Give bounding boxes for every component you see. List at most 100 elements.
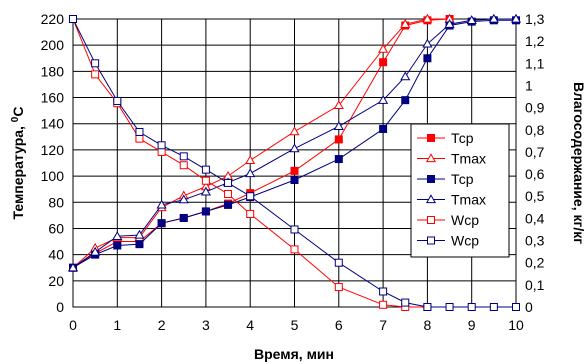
- data-point: [224, 178, 233, 187]
- series-line: [72, 18, 450, 269]
- data-point: [489, 303, 498, 311]
- data-point: [512, 303, 520, 311]
- data-point: [510, 13, 522, 23]
- data-point: [224, 190, 233, 199]
- series-line: [72, 18, 428, 308]
- x-tick-label: 3: [202, 317, 210, 333]
- series-line: [72, 18, 516, 269]
- legend-marker: [427, 216, 435, 224]
- y-left-tick-label: 180: [41, 63, 65, 79]
- x-tick-label: 0: [69, 317, 77, 333]
- y-right-tick-label: 0,5: [525, 188, 545, 204]
- data-point: [290, 245, 299, 254]
- x-tick-label: 5: [291, 317, 299, 333]
- data-point: [378, 43, 389, 53]
- x-tick-label: 6: [335, 317, 343, 333]
- data-point: [401, 96, 410, 105]
- data-point: [289, 126, 300, 136]
- data-point: [379, 58, 388, 67]
- legend-marker: [425, 153, 437, 163]
- data-point: [290, 225, 299, 234]
- data-point: [246, 209, 255, 218]
- legend: Тср Тmax Тср Тmax Wср Wср: [410, 123, 510, 258]
- legend-label: Тср: [451, 130, 474, 146]
- data-point: [157, 141, 166, 150]
- y-left-tick-label: 140: [41, 116, 65, 132]
- data-point: [179, 161, 188, 170]
- y-right-tick-label: 0,8: [525, 122, 545, 138]
- data-point: [334, 155, 343, 164]
- axes: [72, 18, 517, 308]
- tick-labels: 0 1 2 3 4 5 6 7 8 9 100204060801001201401601802002…: [41, 11, 545, 333]
- y-left-axis-title: Температура, 0С: [10, 106, 27, 219]
- data-point: [400, 19, 411, 28]
- data-point: [91, 70, 100, 79]
- data-point: [444, 19, 455, 28]
- data-point: [135, 134, 144, 143]
- data-point: [333, 121, 344, 130]
- y-left-tick-label: 160: [41, 90, 65, 106]
- data-point: [400, 71, 411, 81]
- data-point: [200, 186, 211, 196]
- legend-item: Wср: [417, 233, 479, 249]
- data-point: [379, 124, 388, 133]
- data-point: [334, 135, 343, 144]
- y-left-tick-label: 220: [41, 11, 65, 27]
- data-point: [178, 194, 189, 204]
- degree-superscript: 0: [10, 116, 21, 122]
- data-point: [246, 192, 255, 201]
- plot-frame: [72, 18, 517, 308]
- y-right-tick-label: 0,4: [525, 210, 545, 226]
- y-left-tick-label: 40: [48, 247, 64, 263]
- data-point: [379, 287, 388, 296]
- data-point: [422, 13, 433, 23]
- y-right-tick-label: 1,2: [525, 33, 545, 49]
- data-point: [422, 38, 433, 48]
- data-point: [334, 258, 343, 267]
- data-point: [134, 229, 145, 239]
- x-tick-label: 1: [113, 317, 121, 333]
- legend-item: Тср: [417, 130, 474, 146]
- data-point: [290, 166, 299, 175]
- x-tick-label: 10: [508, 317, 524, 333]
- y-left-tick-label: 0: [56, 299, 64, 315]
- series-group: [67, 13, 522, 311]
- data-point: [378, 94, 389, 104]
- y-left-axis-title-text: Температура,: [10, 122, 26, 219]
- degree-unit: С: [10, 106, 26, 116]
- data-point: [179, 152, 188, 161]
- legend-item: Wср: [417, 212, 479, 228]
- data-point: [69, 15, 77, 23]
- data-point: [423, 303, 432, 311]
- series-1: [69, 15, 454, 272]
- y-right-tick-label: 1,3: [525, 11, 545, 27]
- y-left-tick-label: 100: [41, 168, 65, 184]
- data-point: [224, 200, 233, 209]
- legend-item: Тmax: [417, 151, 486, 167]
- legend-label: Тср: [451, 171, 474, 187]
- series-2: [67, 13, 455, 272]
- data-point: [201, 165, 210, 174]
- x-tick-label: 2: [158, 317, 166, 333]
- y-left-axis-unit: 0С: [10, 106, 27, 122]
- y-left-tick-label: 200: [41, 37, 65, 53]
- x-tick-label: 9: [468, 317, 476, 333]
- legend-item: Тmax: [417, 192, 486, 208]
- x-tick-label: 4: [246, 317, 254, 333]
- data-point: [135, 127, 144, 136]
- legend-label: Wср: [451, 212, 479, 228]
- legend-marker: [427, 175, 435, 183]
- x-tick-label: 7: [379, 317, 387, 333]
- data-point: [67, 262, 79, 272]
- x-tick-label: 8: [424, 317, 432, 333]
- data-point: [91, 59, 100, 68]
- data-point: [245, 168, 256, 178]
- x-axis-title: Время, мин: [254, 346, 334, 362]
- data-point: [466, 15, 477, 24]
- data-point: [245, 155, 256, 165]
- legend-box: [410, 123, 510, 258]
- y-right-tick-label: 0: [525, 299, 533, 315]
- legend-label: Wср: [451, 233, 479, 249]
